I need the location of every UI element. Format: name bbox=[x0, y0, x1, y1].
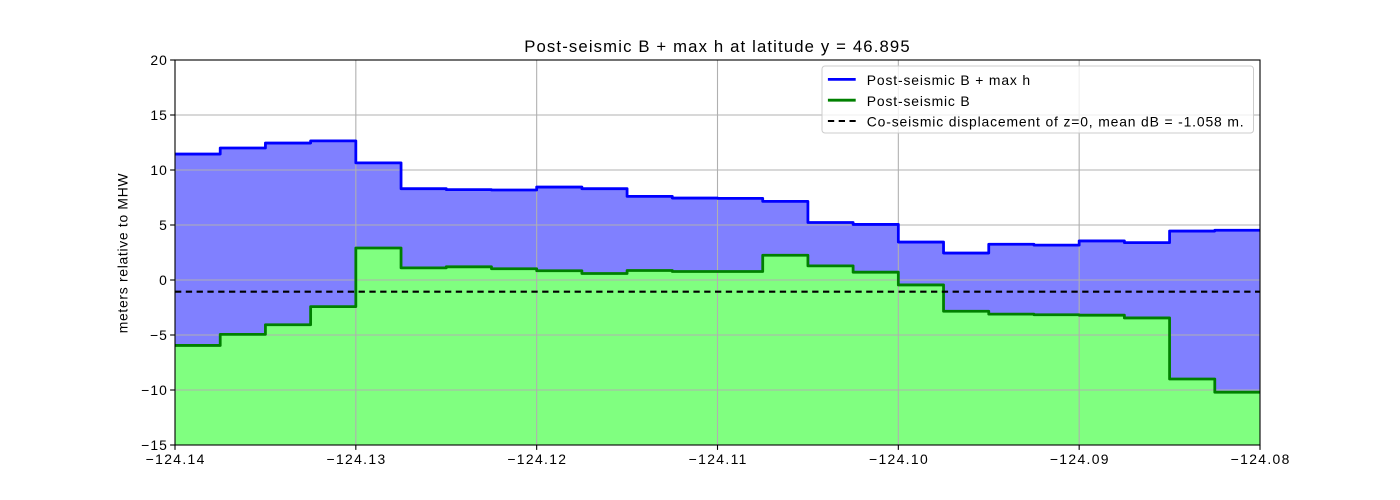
svg-text:−124.10: −124.10 bbox=[869, 451, 929, 467]
svg-text:0: 0 bbox=[159, 272, 168, 288]
svg-text:Post-seismic B: Post-seismic B bbox=[867, 93, 971, 109]
svg-text:Co-seismic displacement of z=0: Co-seismic displacement of z=0, mean dB … bbox=[867, 114, 1245, 130]
svg-text:Post-seismic B + max h at lati: Post-seismic B + max h at latitude y = 4… bbox=[524, 37, 911, 56]
svg-text:15: 15 bbox=[150, 107, 168, 123]
svg-text:10: 10 bbox=[150, 162, 168, 178]
svg-text:−124.11: −124.11 bbox=[689, 451, 748, 467]
svg-text:20: 20 bbox=[150, 52, 168, 68]
svg-text:−124.12: −124.12 bbox=[507, 451, 567, 467]
svg-text:−15: −15 bbox=[141, 437, 168, 453]
svg-text:−10: −10 bbox=[141, 382, 168, 398]
svg-text:−124.09: −124.09 bbox=[1050, 451, 1110, 467]
svg-text:Post-seismic B + max h: Post-seismic B + max h bbox=[867, 72, 1031, 88]
svg-text:−124.14: −124.14 bbox=[146, 451, 206, 467]
svg-text:5: 5 bbox=[159, 217, 168, 233]
svg-text:−124.13: −124.13 bbox=[326, 451, 386, 467]
svg-text:−124.08: −124.08 bbox=[1231, 451, 1291, 467]
svg-text:meters relative to MHW: meters relative to MHW bbox=[115, 173, 131, 334]
svg-text:−5: −5 bbox=[150, 327, 168, 343]
